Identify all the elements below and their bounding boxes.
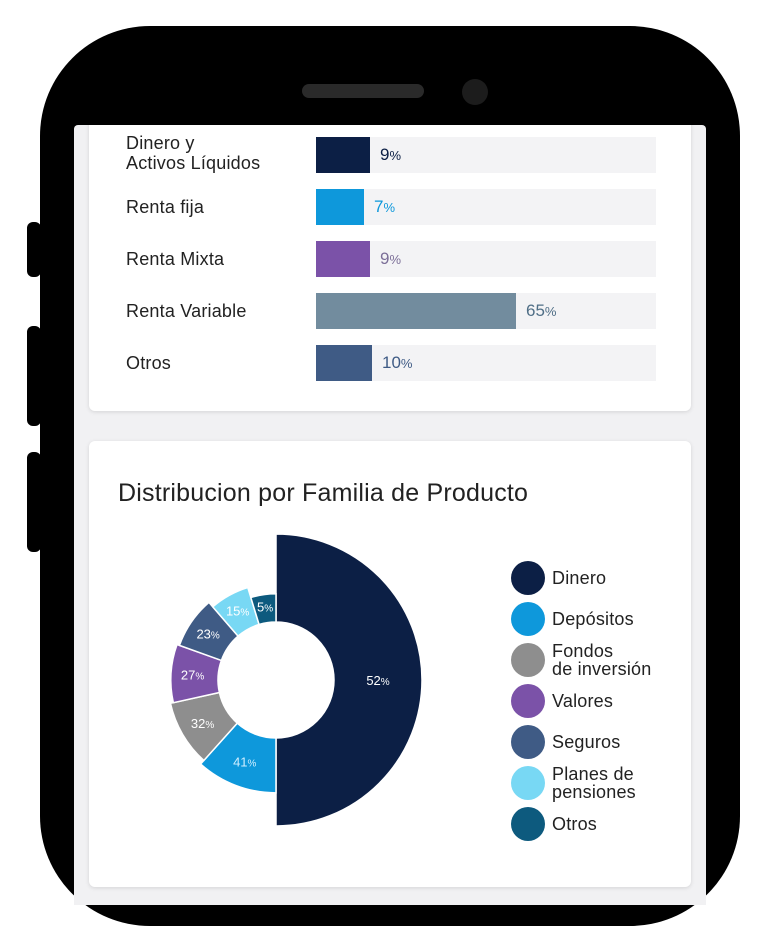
allocation-bar-track: 10% <box>316 345 656 381</box>
allocation-label: Otros <box>126 353 172 373</box>
allocation-bar-track: 7% <box>316 189 656 225</box>
donut-slice <box>199 722 277 794</box>
donut-slice-label: 5% <box>257 600 273 615</box>
allocation-bar-track: 65% <box>316 293 656 329</box>
allocation-percent: 7% <box>374 197 396 216</box>
legend-label: Valores <box>552 691 614 711</box>
allocation-row: Renta Mixta 9% <box>89 241 691 277</box>
allocation-percent: 65% <box>526 301 557 320</box>
allocation-label: Dinero y Activos Líquidos <box>126 133 261 173</box>
allocation-bar-track: 9% <box>316 241 656 277</box>
donut-slice-label: 15% <box>226 604 249 619</box>
donut-slice <box>275 533 423 827</box>
allocation-bar-fill <box>316 189 364 225</box>
allocation-percent: 10% <box>382 353 413 372</box>
mute-switch <box>27 222 41 277</box>
allocation-bar-fill <box>316 241 370 277</box>
allocation-bar-fill <box>316 293 516 329</box>
allocation-label: Renta Mixta <box>126 249 225 269</box>
allocation-label: Renta fija <box>126 197 205 217</box>
legend-label: Seguros <box>552 732 621 752</box>
legend-item: Seguros <box>511 723 681 759</box>
allocation-percent: 9% <box>380 145 402 164</box>
allocation-percent: 9% <box>380 249 402 268</box>
legend-swatch <box>511 807 545 841</box>
legend-item: Depósitos <box>511 600 681 636</box>
legend-swatch <box>511 561 545 595</box>
legend-swatch <box>511 602 545 636</box>
legend-item: Valores <box>511 682 681 718</box>
donut-slice-label: 41% <box>233 755 256 770</box>
legend-label: Depósitos <box>552 609 634 629</box>
legend-label: Dinero <box>552 568 607 588</box>
donut-slice <box>249 592 277 626</box>
donut-slice <box>178 601 240 662</box>
legend-swatch <box>511 725 545 759</box>
allocation-row: Otros 10% <box>89 345 691 381</box>
legend-item: Otros <box>511 805 681 841</box>
legend-label: Fondos de inversión <box>552 641 652 679</box>
legend-item: Planes de pensiones <box>511 764 681 802</box>
allocation-bar-track: 9% <box>316 137 656 173</box>
allocation-label: Renta Variable <box>126 301 247 321</box>
donut-slice-label: 32% <box>191 716 214 731</box>
donut-slice-label: 23% <box>196 626 219 641</box>
legend-swatch <box>511 766 545 800</box>
legend-swatch <box>511 684 545 718</box>
asset-allocation-card: Dinero y Activos Líquidos 9% Renta fija 7% Re… <box>89 125 691 411</box>
legend-item: Fondos de inversión <box>511 641 681 679</box>
allocation-bar-fill <box>316 345 372 381</box>
phone-camera <box>462 79 488 105</box>
legend-item: Dinero <box>511 559 681 595</box>
allocation-row: Renta Variable 65% <box>89 293 691 329</box>
donut-slice-label: 27% <box>181 668 204 683</box>
phone-speaker <box>302 84 424 98</box>
legend-label: Otros <box>552 814 598 834</box>
allocation-row: Dinero y Activos Líquidos 9% <box>89 133 691 173</box>
volume-up-button <box>27 326 41 426</box>
donut-slice-label: 52% <box>366 673 389 688</box>
allocation-bar-fill <box>316 137 370 173</box>
product-distribution-card: Distribucion por Familia de Producto 52%… <box>89 441 691 887</box>
chart-title: Distribucion por Familia de Producto <box>118 479 529 507</box>
legend-swatch <box>511 643 545 677</box>
volume-down-button <box>27 452 41 552</box>
donut-slice <box>169 691 239 762</box>
app-screen: Dinero y Activos Líquidos 9% Renta fija 7% Re… <box>74 125 706 905</box>
donut-chart: 52% 41% 32% 27% 23% 15% 5% <box>169 533 423 827</box>
legend-label: Planes de pensiones <box>552 764 636 802</box>
allocation-row: Renta fija 7% <box>89 189 691 225</box>
